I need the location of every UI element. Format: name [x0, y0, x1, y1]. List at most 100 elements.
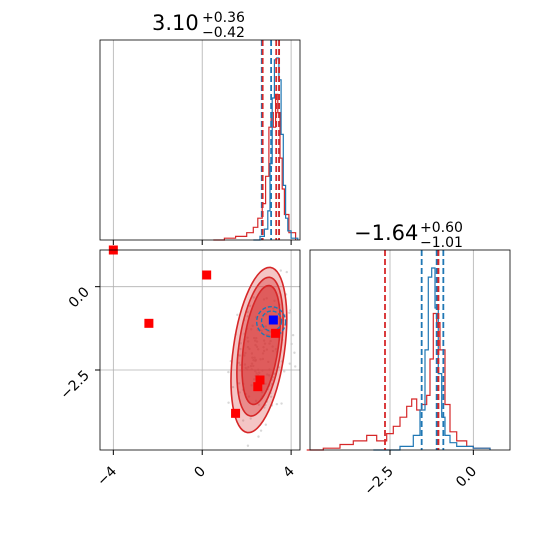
sample-point [262, 298, 266, 301]
red-contour-level-2 [241, 284, 281, 406]
histogram-param-2-panel [306, 249, 511, 451]
sample-point [249, 364, 253, 368]
sample-point [261, 369, 264, 372]
sample-point [250, 368, 253, 371]
sample-point [257, 403, 261, 406]
title-param-2: −1.64 +0.60 −1.01 [354, 220, 463, 251]
sample-point [264, 423, 268, 426]
sample-point [247, 395, 251, 398]
sample-point [246, 345, 250, 349]
sample-point [262, 345, 265, 349]
blue-marker [268, 315, 278, 325]
sample-point [265, 297, 268, 300]
y-tick-label-param2-0: −2.5 [57, 368, 92, 403]
sample-point [267, 374, 271, 377]
sample-point [251, 324, 254, 327]
sample-point [239, 369, 242, 372]
sample-point [290, 342, 293, 346]
sample-point [279, 269, 282, 272]
sample-point [248, 347, 251, 351]
red-marker-5 [253, 382, 263, 392]
red-marker-4 [255, 375, 265, 385]
red-marker-6 [231, 408, 241, 418]
y-tick-label-param2-1: 0.0 [66, 284, 93, 311]
sample-point [283, 370, 286, 373]
sample-point [257, 435, 260, 438]
sample-point [249, 417, 252, 420]
sample-point [249, 328, 253, 331]
sample-point [268, 330, 272, 333]
sample-point [248, 304, 252, 308]
sample-point [268, 368, 271, 371]
hist2-red-series [306, 312, 491, 451]
title-param-1-minus: −0.42 [202, 25, 245, 41]
sample-point [267, 360, 270, 364]
sample-point [266, 373, 269, 376]
sample-point [239, 347, 242, 351]
sample-point [259, 358, 262, 361]
sample-point [254, 370, 257, 373]
sample-point [271, 349, 275, 353]
sample-point [227, 370, 230, 374]
sample-point [264, 325, 267, 328]
sample-point [250, 384, 253, 387]
sample-point [269, 395, 273, 398]
sample-point [274, 348, 278, 351]
sample-point [294, 365, 297, 368]
sample-point [288, 311, 291, 315]
sample-point [250, 352, 254, 355]
sample-point [288, 362, 291, 365]
sample-point [255, 345, 259, 348]
sample-point [258, 371, 261, 374]
sample-point [237, 382, 241, 385]
sample-point [254, 399, 258, 403]
sample-point [255, 336, 258, 340]
title-param-1: 3.10 +0.36 −0.42 [152, 10, 245, 41]
sample-point [244, 366, 247, 370]
sample-point [241, 419, 245, 422]
frame-hist2 [309, 249, 511, 451]
sample-point [255, 340, 259, 343]
title-param-2-plus: +0.60 [420, 220, 463, 236]
sample-point [252, 358, 255, 362]
sample-point [227, 401, 230, 404]
sample-point [273, 299, 276, 303]
sample-point [246, 444, 250, 447]
sample-point [272, 307, 275, 310]
x-tick-label-param1-2: 4 [280, 463, 298, 481]
sample-point [256, 348, 260, 351]
sample-point [268, 342, 271, 345]
sample-point [264, 382, 267, 385]
sample-point [261, 357, 265, 361]
title-param-1-value: 3.10 [152, 11, 199, 35]
sample-point [265, 348, 269, 351]
sample-point [244, 351, 247, 355]
sample-point [260, 329, 263, 332]
sample-point [246, 368, 249, 371]
frame-2d [99, 249, 301, 451]
x-tick-label-param2-0: −2.5 [361, 464, 396, 499]
x-tick-label-param1-0: −4 [94, 463, 120, 489]
sample-point [243, 363, 247, 366]
sample-point [289, 309, 292, 312]
title-param-2-value: −1.64 [354, 221, 418, 245]
sample-point [231, 385, 235, 389]
red-contour-level-0 [230, 266, 288, 434]
sample-point [238, 354, 242, 357]
sample-point [236, 313, 239, 317]
sample-point [280, 402, 283, 405]
sample-point [275, 402, 279, 406]
sample-point [247, 365, 250, 369]
sample-point [262, 349, 266, 353]
title-param-1-plus: +0.36 [202, 10, 245, 26]
joint-density-panel [99, 245, 301, 451]
red-marker-3 [271, 328, 281, 338]
sample-point [293, 351, 296, 354]
hist1-red-series [213, 93, 297, 241]
sample-point [239, 342, 242, 345]
sample-point [260, 391, 264, 394]
sample-point [261, 352, 265, 355]
sample-point [252, 364, 255, 368]
sample-point [251, 356, 254, 359]
sample-point [252, 336, 256, 340]
